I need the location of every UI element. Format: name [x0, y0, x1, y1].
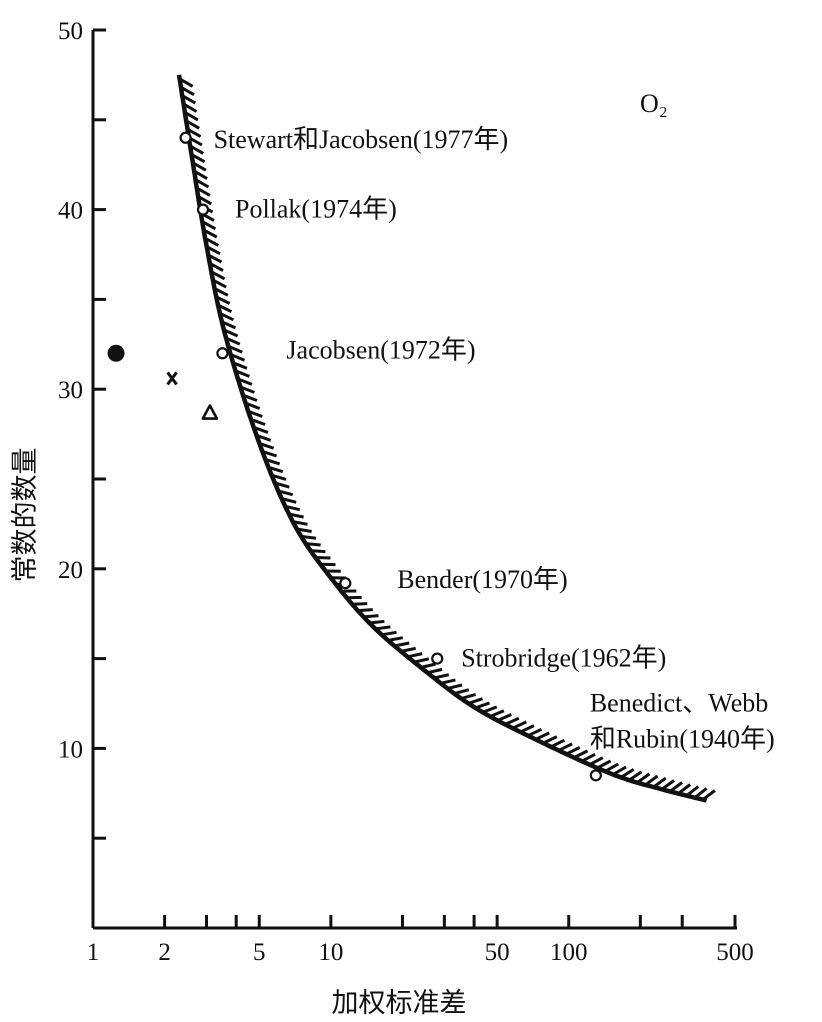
frontier-curve	[176, 74, 708, 803]
y-tick-label: 40	[58, 198, 83, 225]
y-tick-label: 50	[58, 18, 83, 45]
axes: 10 20 30 40 50 1 2 5 10 50 100 500 加权标准差 常数的数量	[10, 18, 754, 1018]
x-tick-label: 50	[485, 939, 510, 966]
data-point	[179, 131, 192, 144]
point-label: Jacobsen(1972年)	[286, 335, 475, 364]
data-point	[196, 203, 210, 216]
data-points-group	[107, 131, 602, 782]
y-tick-label: 30	[58, 377, 83, 404]
filled-circle-point	[107, 344, 125, 362]
x-tick-label: 500	[716, 939, 754, 966]
cross-point	[166, 371, 178, 386]
y-axis-title: 常数的数量	[10, 448, 40, 583]
point-label: Pollak(1974年)	[235, 195, 397, 224]
x-tick-label: 5	[253, 939, 266, 966]
corner-label: O₂	[640, 89, 668, 118]
y-tick-label: 20	[58, 557, 83, 584]
point-label: Strobridge(1962年)	[461, 644, 666, 673]
x-tick-label: 100	[550, 939, 588, 966]
data-point	[339, 577, 352, 590]
triangle-point	[201, 404, 219, 420]
point-label: Stewart和Jacobsen(1977年)	[214, 125, 509, 154]
point-label: 和Rubin(1940年)	[590, 724, 775, 753]
x-tick-label: 2	[158, 939, 171, 966]
x-tick-label: 1	[87, 939, 100, 966]
data-point	[216, 347, 229, 360]
annotation-group: O₂ Stewart和Jacobsen(1977年) Pollak(1974年) Ja…	[214, 89, 775, 753]
x-tick-label: 10	[318, 939, 343, 966]
data-point	[589, 769, 602, 782]
point-label: Bender(1970年)	[397, 565, 567, 594]
point-label: Benedict、Webb	[590, 688, 768, 717]
data-point	[431, 652, 444, 665]
y-tick-label: 10	[58, 736, 83, 763]
x-axis-title: 加权标准差	[332, 988, 467, 1018]
